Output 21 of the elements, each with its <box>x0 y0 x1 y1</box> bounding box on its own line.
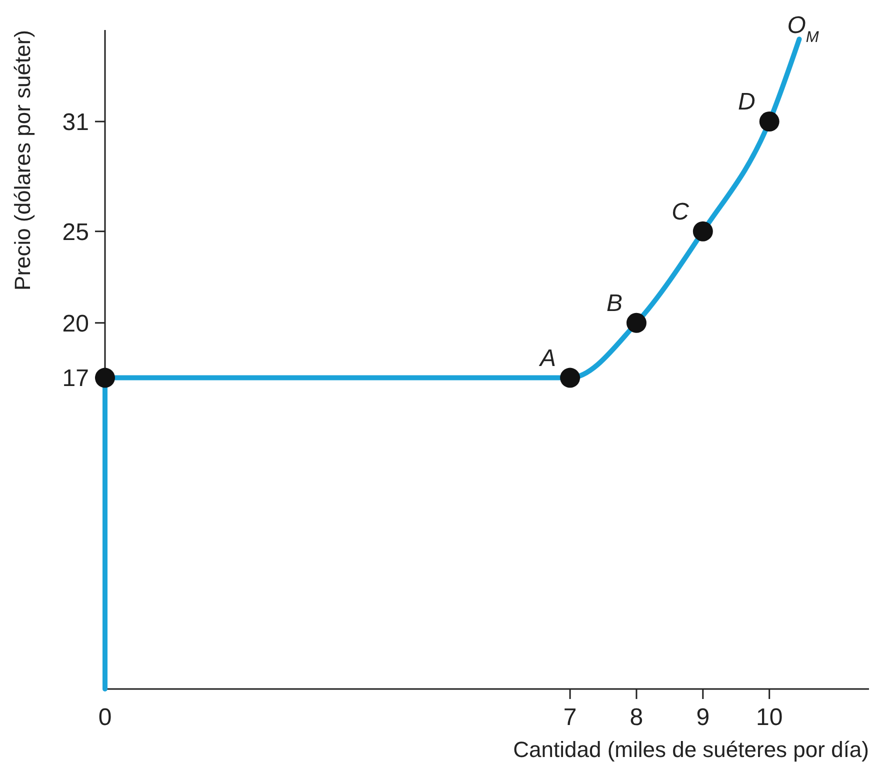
point <box>95 368 115 388</box>
point <box>759 112 780 132</box>
x-axis-title: Cantidad (miles de suéteres por día) <box>513 737 869 762</box>
series-label: O$_{M}$ <box>787 12 819 46</box>
x-tick-label: 10 <box>756 704 783 731</box>
y-tick-label: 17 <box>62 365 89 392</box>
y-tick-label: 25 <box>62 218 89 246</box>
point <box>626 312 646 333</box>
point <box>692 221 713 242</box>
annotation: C <box>672 198 690 226</box>
x-tick-label: 0 <box>98 704 112 731</box>
x-tick-label: 7 <box>563 704 577 731</box>
x-tick-label: 9 <box>696 704 710 731</box>
point <box>560 368 580 388</box>
annotation: B <box>606 290 622 317</box>
annotation: D <box>738 88 756 116</box>
x-tick-label: 8 <box>630 704 644 731</box>
annotation: A <box>538 344 556 372</box>
y-axis-title: Precio (dólares por suéter) <box>10 30 35 290</box>
y-tick-label: 20 <box>62 310 89 338</box>
y-tick-label: 31 <box>62 108 89 136</box>
